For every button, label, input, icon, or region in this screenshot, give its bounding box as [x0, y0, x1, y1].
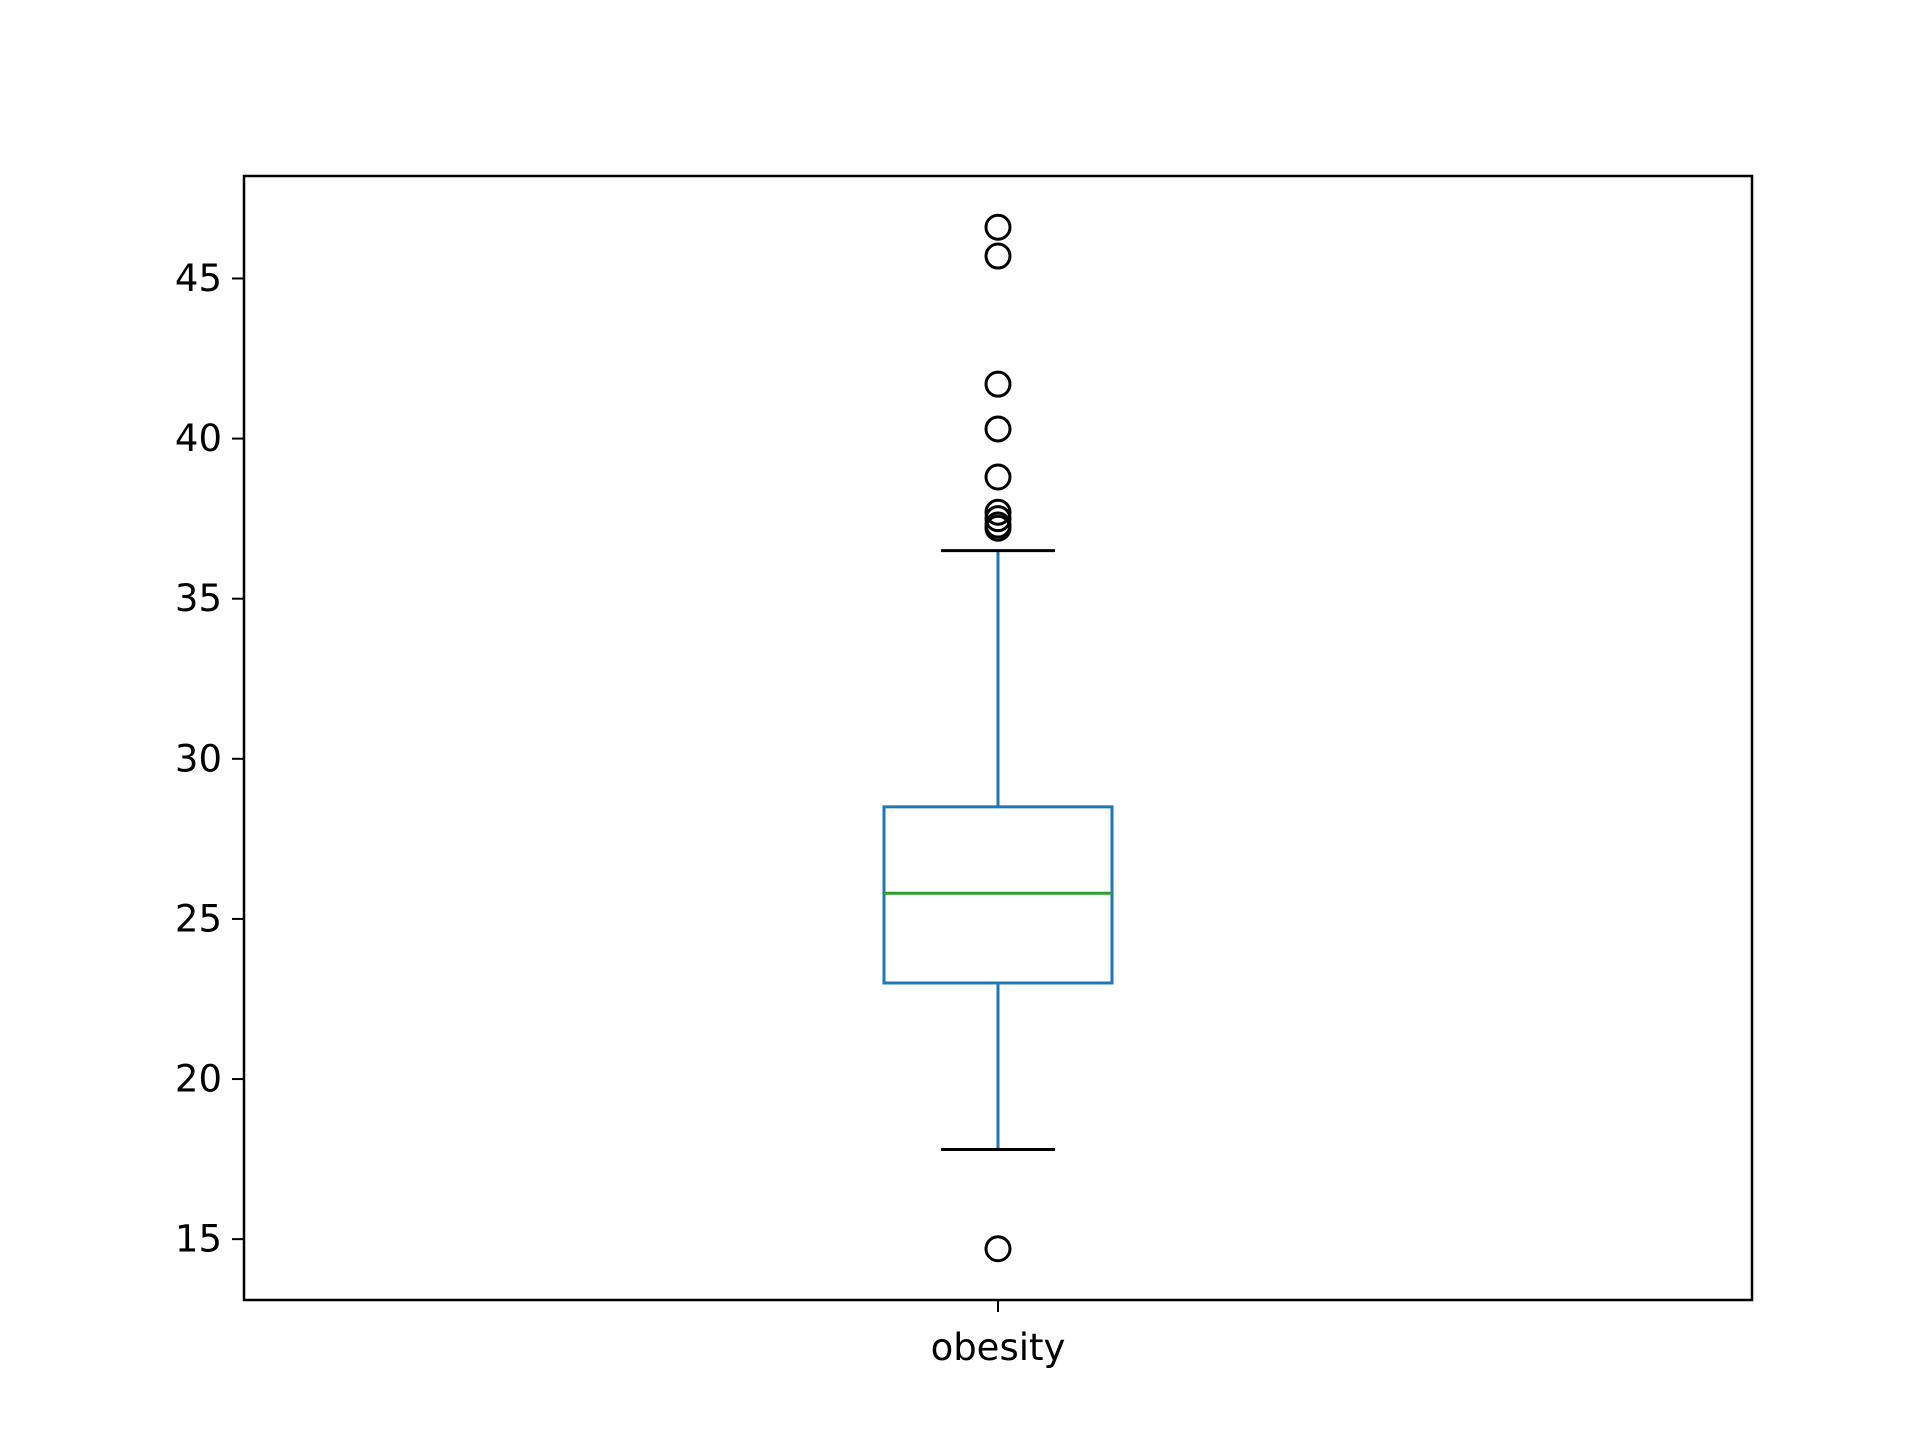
- iqr-box: [882, 805, 1114, 985]
- outlier-point: [984, 415, 1012, 443]
- y-tick-label: 25: [175, 897, 222, 940]
- outlier-point: [984, 370, 1012, 398]
- y-tick-label: 15: [175, 1218, 222, 1261]
- outlier-point: [984, 242, 1012, 270]
- outlier-point: [984, 498, 1012, 526]
- outlier-point: [984, 514, 1012, 542]
- y-tick-label: 40: [175, 417, 222, 460]
- y-tick-label: 35: [175, 577, 222, 620]
- y-tick-label: 45: [175, 257, 222, 300]
- axes-frame: [242, 174, 1754, 1302]
- outlier-point: [984, 213, 1012, 241]
- plot-layer: 15 20 25 30 35 40 45 obesity: [175, 174, 1754, 1369]
- y-tick-label: 30: [175, 737, 222, 780]
- y-tick-label: 20: [175, 1058, 222, 1101]
- outlier-point: [984, 505, 1012, 533]
- outlier-point: [984, 1235, 1012, 1263]
- x-tick-label: obesity: [931, 1326, 1066, 1369]
- outlier-point: [984, 463, 1012, 491]
